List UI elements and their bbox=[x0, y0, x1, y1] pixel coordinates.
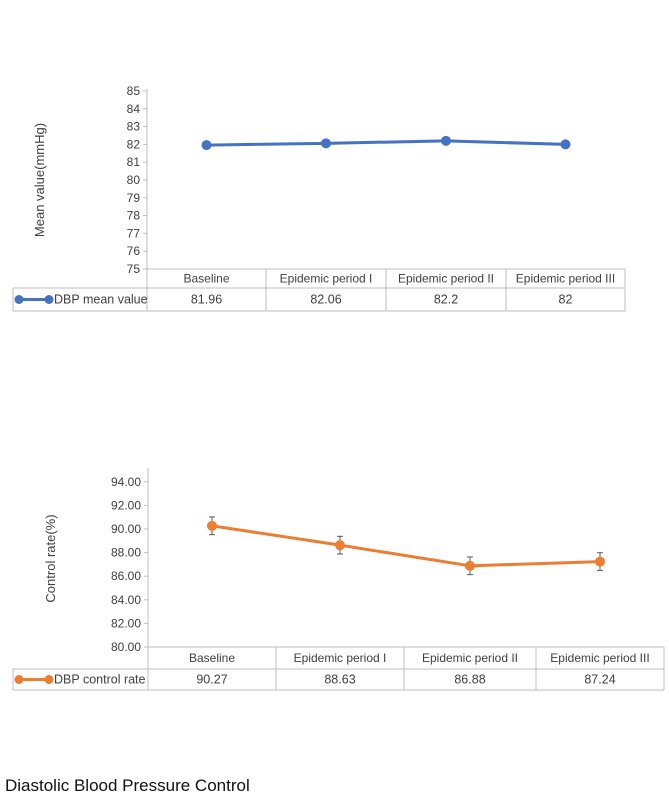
y-axis-title: Control rate(%) bbox=[43, 514, 58, 602]
data-point bbox=[335, 540, 345, 551]
y-tick-label: 86.00 bbox=[111, 569, 141, 583]
legend-key-marker bbox=[44, 295, 54, 304]
data-point bbox=[595, 556, 605, 567]
data-point bbox=[441, 135, 451, 146]
legend-label: DBP mean value bbox=[54, 293, 148, 307]
legend-key-marker bbox=[44, 675, 54, 684]
data-point bbox=[465, 560, 475, 571]
data-table-value: 82 bbox=[559, 293, 573, 307]
data-table-value: 81.96 bbox=[191, 293, 222, 307]
y-tick-label: 82.00 bbox=[111, 616, 141, 630]
series-line bbox=[206, 139, 566, 147]
category-label: Epidemic period I bbox=[294, 651, 387, 665]
chart-1: 75 76 77 78 79 80 81 82 83 84 85 Mean value(mmHg) Ba… bbox=[12, 84, 626, 312]
legend-key-marker bbox=[14, 295, 24, 304]
data-point bbox=[201, 140, 212, 151]
data-table-value: 82.2 bbox=[434, 293, 458, 307]
y-tick-label: 92.00 bbox=[111, 498, 141, 512]
category-label: Epidemic period III bbox=[550, 651, 649, 665]
series-line bbox=[211, 524, 601, 568]
data-table-value: 86.88 bbox=[454, 673, 485, 687]
category-label: Epidemic period II bbox=[398, 272, 494, 286]
data-point bbox=[560, 139, 571, 150]
y-tick-label: 94.00 bbox=[111, 475, 141, 489]
y-tick-label: 75 bbox=[127, 262, 141, 276]
data-point bbox=[207, 520, 217, 531]
chart-2: 80.00 82.00 84.00 86.00 88.00 90.00 92.00 94.00… bbox=[12, 468, 665, 691]
y-tick-label: 81 bbox=[127, 155, 141, 169]
y-tick-label: 80 bbox=[127, 173, 141, 187]
y-tick-label: 90.00 bbox=[111, 522, 141, 536]
y-tick-label: 80.00 bbox=[111, 640, 141, 654]
y-tick-label: 79 bbox=[127, 191, 141, 205]
y-tick-label: 77 bbox=[127, 226, 141, 240]
category-label: Baseline bbox=[183, 272, 229, 286]
data-table-value: 90.27 bbox=[196, 673, 227, 687]
category-label: Epidemic period II bbox=[422, 651, 518, 665]
category-label: Epidemic period III bbox=[516, 272, 615, 286]
y-axis-title: Mean value(mmHg) bbox=[32, 123, 47, 237]
category-label: Baseline bbox=[189, 651, 235, 665]
legend-label: DBP control rate bbox=[54, 673, 146, 687]
y-tick-label: 84 bbox=[127, 102, 141, 116]
y-tick-label: 76 bbox=[127, 244, 141, 258]
y-tick-label: 78 bbox=[127, 209, 141, 223]
data-table-value: 88.63 bbox=[324, 673, 355, 687]
y-tick-label: 82 bbox=[127, 137, 141, 151]
legend-key-marker bbox=[14, 675, 24, 684]
category-label: Epidemic period I bbox=[280, 272, 373, 286]
y-tick-label: 84.00 bbox=[111, 593, 141, 607]
figure-caption: Diastolic Blood Pressure Control bbox=[5, 776, 250, 795]
data-table-value: 87.24 bbox=[584, 673, 615, 687]
data-table-value: 82.06 bbox=[310, 293, 341, 307]
data-point bbox=[321, 138, 331, 149]
y-tick-label: 88.00 bbox=[111, 546, 141, 560]
y-tick-label: 83 bbox=[127, 120, 141, 134]
y-tick-label: 85 bbox=[127, 84, 141, 98]
